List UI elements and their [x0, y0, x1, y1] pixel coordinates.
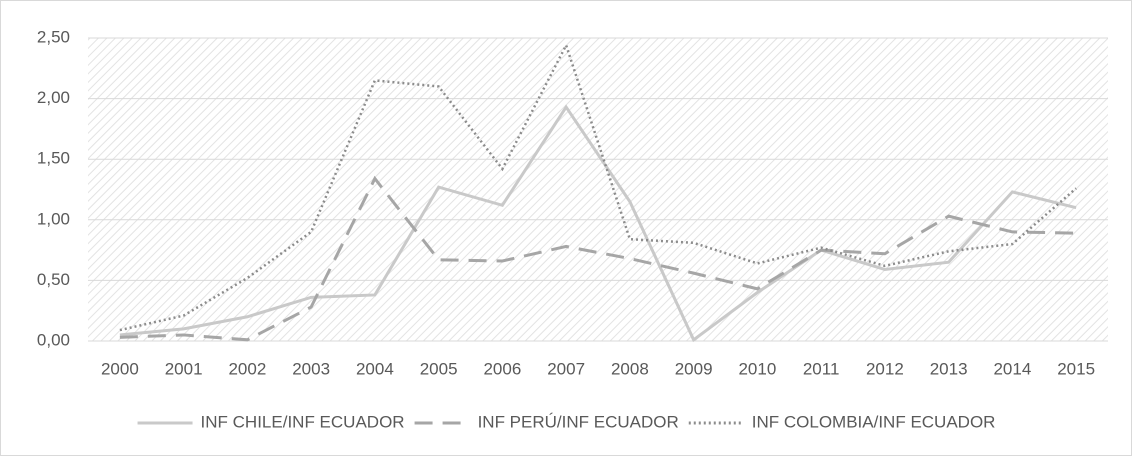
x-tick-label: 2010: [738, 359, 776, 378]
y-tick-label: 1,00: [37, 209, 70, 228]
x-tick-label: 2014: [993, 359, 1031, 378]
y-tick-label: 2,50: [37, 27, 70, 46]
plot-area: [88, 38, 1108, 341]
x-tick-label: 2013: [930, 359, 968, 378]
y-tick-label: 0,50: [37, 270, 70, 289]
legend-label: INF PERÚ/INF ECUADOR: [478, 412, 679, 431]
y-tick-label: 0,00: [37, 330, 70, 349]
y-tick-label: 1,50: [37, 149, 70, 168]
x-tick-label: 2004: [356, 359, 394, 378]
x-tick-label: 2008: [611, 359, 649, 378]
legend-label: INF CHILE/INF ECUADOR: [201, 412, 405, 431]
y-tick-label: 2,00: [37, 88, 70, 107]
x-tick-label: 2009: [675, 359, 713, 378]
x-tick-label: 2003: [292, 359, 330, 378]
x-tick-label: 2012: [866, 359, 904, 378]
series-line: [119, 42, 1077, 332]
x-tick-label: 2015: [1057, 359, 1095, 378]
x-tick-label: 2000: [101, 359, 139, 378]
series-line: [119, 104, 1077, 343]
x-tick-label: 2011: [803, 359, 840, 378]
x-tick-label: 2006: [483, 359, 521, 378]
x-tick-label: 2002: [228, 359, 266, 378]
x-tick-label: 2001: [165, 359, 203, 378]
x-tick-label: 2005: [420, 359, 458, 378]
legend-label: INF COLOMBIA/INF ECUADOR: [752, 412, 996, 431]
x-tick-label: 2007: [547, 359, 585, 378]
